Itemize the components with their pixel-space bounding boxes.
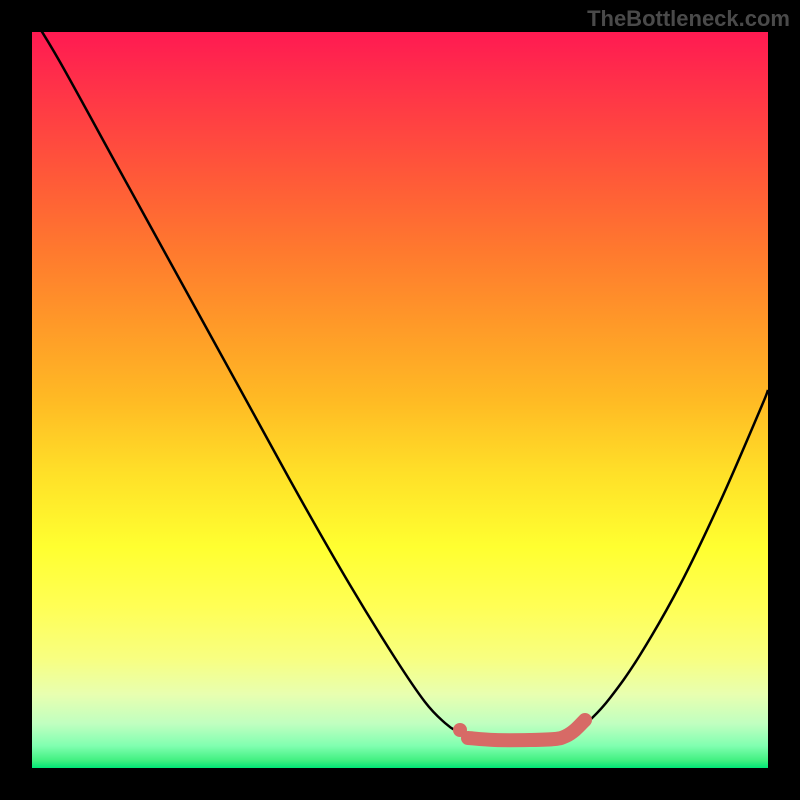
chart-svg <box>0 0 800 800</box>
watermark-text: TheBottleneck.com <box>587 6 790 32</box>
gradient-background <box>32 32 768 768</box>
chart-container <box>0 0 800 800</box>
